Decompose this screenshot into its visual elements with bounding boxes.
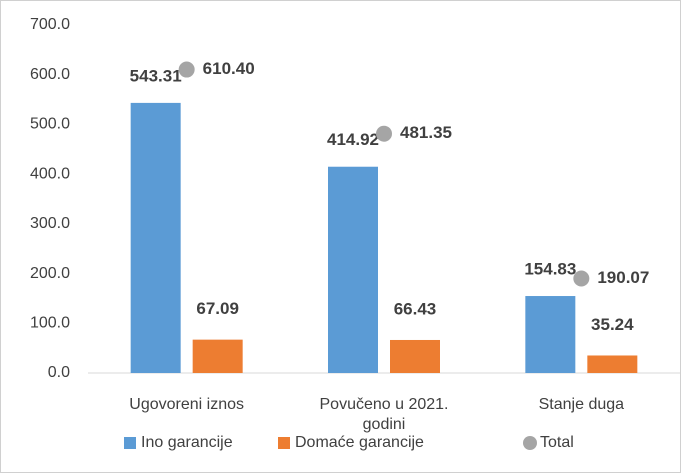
data-label: 67.09	[196, 299, 239, 318]
y-tick-label: 500.0	[30, 116, 70, 133]
data-label: 610.40	[203, 59, 255, 78]
bar	[328, 166, 378, 373]
bar	[525, 296, 576, 373]
bar	[390, 339, 440, 373]
y-tick-label: 100.0	[30, 315, 70, 332]
legend-swatch	[124, 437, 136, 449]
data-label: 35.24	[591, 315, 634, 334]
data-label: 154.83	[524, 260, 576, 279]
bar	[192, 339, 243, 373]
x-tick-label: Povučeno u 2021. godini	[319, 396, 449, 433]
legend-label: Domaće garancije	[295, 434, 424, 451]
x-tick-label: Ugovoreni iznos	[129, 396, 245, 413]
data-label: 414.92	[327, 130, 379, 149]
data-label: 543.31	[130, 66, 182, 85]
bar	[130, 102, 181, 374]
bar	[587, 355, 638, 373]
y-tick-label: 200.0	[30, 265, 70, 282]
y-tick-label: 600.0	[30, 66, 70, 83]
y-tick-label: 700.0	[30, 16, 70, 33]
x-tick-label: Stanje duga	[538, 396, 625, 413]
legend-label: Total	[540, 434, 574, 451]
y-tick-label: 400.0	[30, 165, 70, 182]
data-label: 190.07	[597, 268, 649, 287]
y-tick-label: 0.0	[48, 364, 70, 381]
legend-swatch	[278, 437, 290, 449]
total-marker	[178, 61, 195, 78]
y-tick-label: 300.0	[30, 215, 70, 232]
legend-label: Ino garancije	[141, 434, 233, 451]
data-label: 66.43	[394, 299, 437, 318]
total-marker	[376, 125, 392, 142]
data-label: 481.35	[400, 123, 452, 142]
total-marker	[573, 270, 590, 287]
legend-swatch	[523, 436, 537, 450]
